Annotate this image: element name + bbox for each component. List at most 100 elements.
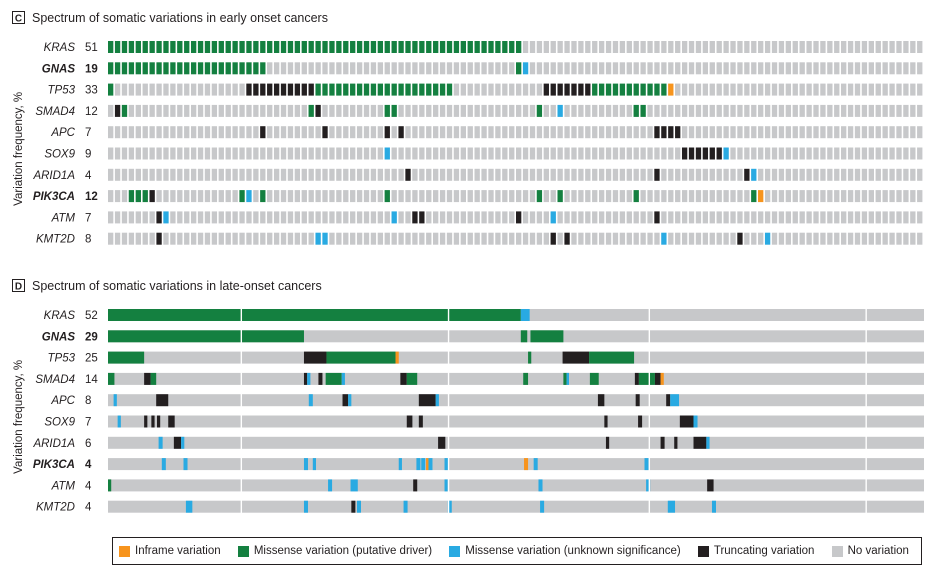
sample-cell [536, 211, 543, 224]
sample-cell [108, 104, 114, 117]
sample-cell [744, 83, 750, 96]
sample-cell [177, 126, 183, 139]
variation-mark [113, 394, 117, 407]
sample-cell [702, 104, 709, 117]
sample-cell [190, 62, 197, 75]
sample-cell [343, 232, 349, 245]
sample-cell [363, 147, 370, 160]
sample-cell [896, 62, 902, 75]
sample-cell [190, 232, 197, 245]
sample-cell [868, 126, 874, 139]
sample-cell [280, 83, 287, 96]
sample-cell [114, 168, 121, 181]
sample-cell [702, 147, 709, 160]
sample-cell [827, 211, 833, 224]
sample-cell [246, 168, 252, 181]
gene-frequency: 12 [85, 106, 98, 118]
sample-cell [633, 232, 639, 245]
gene-label: GNAS [42, 63, 76, 75]
sample-cell [543, 126, 549, 139]
sample-cell [557, 126, 563, 139]
sample-cell [481, 190, 487, 203]
sample-cell [605, 190, 612, 203]
sample-cell [841, 126, 847, 139]
sample-cell [675, 62, 681, 75]
sample-cell [170, 190, 176, 203]
sample-cell [384, 83, 390, 96]
sample-cell [633, 62, 639, 75]
sample-cell [273, 62, 280, 75]
sample-cell [529, 168, 536, 181]
sample-cell [661, 211, 667, 224]
sample-cell [571, 168, 577, 181]
sample-cell [585, 168, 591, 181]
sample-cell [571, 232, 577, 245]
sample-cell [681, 104, 688, 117]
sample-cell [446, 126, 453, 139]
sample-cell [681, 168, 688, 181]
sample-cell [509, 62, 515, 75]
variation-mark [151, 415, 155, 428]
sample-cell [377, 232, 384, 245]
sample-cell [329, 168, 335, 181]
sample-cell [806, 41, 812, 53]
sample-cell [681, 190, 688, 203]
sample-cell [121, 190, 128, 203]
sample-cell [758, 83, 764, 96]
sample-cell [446, 147, 453, 160]
sample-cell [474, 190, 480, 203]
sample-cell [619, 147, 626, 160]
sample-cell [204, 41, 211, 53]
sample-cell [640, 147, 646, 160]
sample-cell [633, 211, 639, 224]
sample-cell [578, 62, 584, 75]
sample-cell [405, 126, 411, 139]
sample-cell [439, 147, 446, 160]
sample-cell [287, 126, 294, 139]
sample-cell [820, 232, 826, 245]
sample-cell [384, 168, 390, 181]
gene-row-background [108, 351, 924, 364]
sample-cell [294, 126, 301, 139]
sample-cell [675, 190, 681, 203]
sample-cell [481, 232, 487, 245]
gene-label: SMAD4 [35, 106, 75, 118]
sample-cell [142, 168, 148, 181]
sample-cell [516, 211, 522, 224]
sample-cell [184, 104, 190, 117]
sample-cell [910, 232, 916, 245]
sample-cell [253, 190, 259, 203]
sample-cell [716, 168, 722, 181]
sample-cell [799, 62, 805, 75]
gene-frequency: 7 [85, 127, 91, 139]
sample-cell [197, 41, 204, 53]
sample-cell [557, 41, 563, 53]
sample-cell [356, 168, 363, 181]
sample-cell [847, 232, 854, 245]
sample-cell [709, 190, 715, 203]
sample-cell [564, 62, 570, 75]
variation-mark [644, 458, 649, 471]
sample-cell [204, 147, 211, 160]
sample-cell [723, 83, 729, 96]
sample-cell [467, 41, 473, 53]
sample-cell [370, 126, 377, 139]
sample-cell [716, 104, 722, 117]
sample-cell [218, 147, 224, 160]
sample-cell [377, 168, 384, 181]
variation-mark [303, 500, 308, 513]
sample-cell [377, 62, 384, 75]
sample-cell [875, 62, 881, 75]
sample-cell [847, 126, 854, 139]
sample-cell [522, 41, 529, 53]
sample-cell [488, 83, 494, 96]
variation-mark [150, 372, 157, 385]
gene-frequency: 8 [85, 395, 91, 407]
sample-cell [571, 126, 577, 139]
sample-cell [764, 83, 771, 96]
sample-cell [142, 126, 148, 139]
sample-cell [509, 147, 515, 160]
sample-cell [529, 83, 536, 96]
sample-cell [287, 211, 294, 224]
sample-cell [412, 211, 418, 224]
